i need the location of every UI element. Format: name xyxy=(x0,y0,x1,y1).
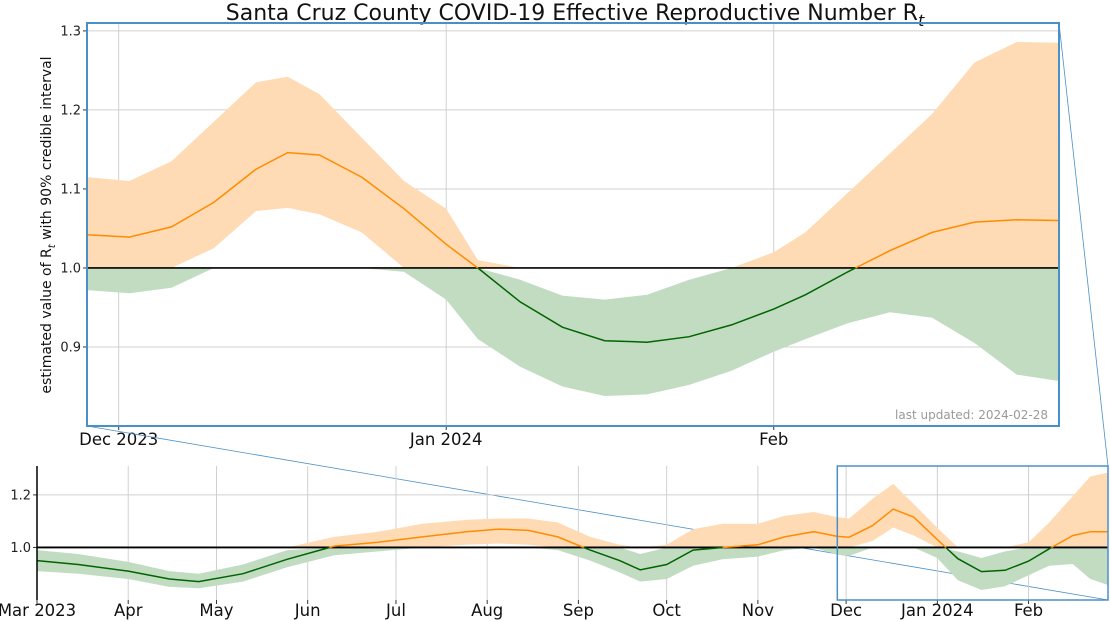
overview-plot-area xyxy=(36,472,1108,590)
x-tick-label: Mar 2023 xyxy=(0,601,76,620)
rt-estimate-line-above xyxy=(86,151,479,269)
x-tick-label: Aug xyxy=(471,601,503,620)
y-tick-label: 1.2 xyxy=(10,488,31,503)
x-tick-label: Dec 2023 xyxy=(79,430,158,449)
rt-estimate-line-above xyxy=(855,219,1060,269)
x-tick-label: Feb xyxy=(1014,601,1043,620)
y-tick-label: 1.0 xyxy=(60,261,81,276)
y-tick-label: 0.9 xyxy=(60,340,81,355)
rt-estimate-line-above xyxy=(329,528,584,549)
credible-band-below-1 xyxy=(87,268,1059,396)
x-tick-label: Jan 2024 xyxy=(409,430,483,449)
x-tick-label: Nov xyxy=(742,601,774,620)
rt-estimate-line-above xyxy=(1051,530,1108,549)
credible-band-below-1 xyxy=(37,547,1108,590)
x-tick-label: Jun xyxy=(294,601,321,620)
rt-estimate-line-below xyxy=(36,546,330,583)
rt-estimate-line-above xyxy=(722,508,947,549)
last-updated-note: last updated: 2024-02-28 xyxy=(895,408,1048,422)
zoom-region-box xyxy=(836,465,1109,601)
main-plot-frame xyxy=(86,22,1060,427)
x-tick-label: Jan 2024 xyxy=(900,601,974,620)
main-axes: 0.9 1.0 1.1 1.2 1.3 Dec 2023 Jan 2024 Feb xyxy=(60,22,1060,449)
rt-estimate-line-below xyxy=(583,546,723,571)
y-tick-label: 1.1 xyxy=(60,182,81,197)
x-tick-label: May xyxy=(199,601,233,620)
credible-band-above-1 xyxy=(87,42,1059,268)
x-tick-label: Sep xyxy=(563,601,594,620)
y-tick-label: 1.2 xyxy=(60,103,81,118)
x-tick-label: Oct xyxy=(652,601,681,620)
y-tick-label: 1.3 xyxy=(60,24,81,39)
credible-band-above-1 xyxy=(37,472,1108,548)
x-tick-label: Apr xyxy=(114,601,143,620)
rt-estimate-line-below xyxy=(945,546,1052,573)
y-axis-label: estimated value of Rt with 90% credible … xyxy=(39,56,58,393)
main-plot-area xyxy=(86,42,1060,396)
overview-axes: 1.0 1.2 Mar 2023 Apr May Jun Jul Aug Sep Oct Nov De… xyxy=(0,465,1109,620)
x-tick-label: Dec xyxy=(830,601,862,620)
rt-estimate-line-below xyxy=(477,267,856,343)
x-tick-label: Feb xyxy=(759,430,788,449)
x-tick-label: Jul xyxy=(385,601,406,620)
y-tick-label: 1.0 xyxy=(10,541,31,556)
chart-title: Santa Cruz County COVID-19 Effective Rep… xyxy=(226,1,925,30)
zoom-connector-line-right xyxy=(1058,22,1109,467)
